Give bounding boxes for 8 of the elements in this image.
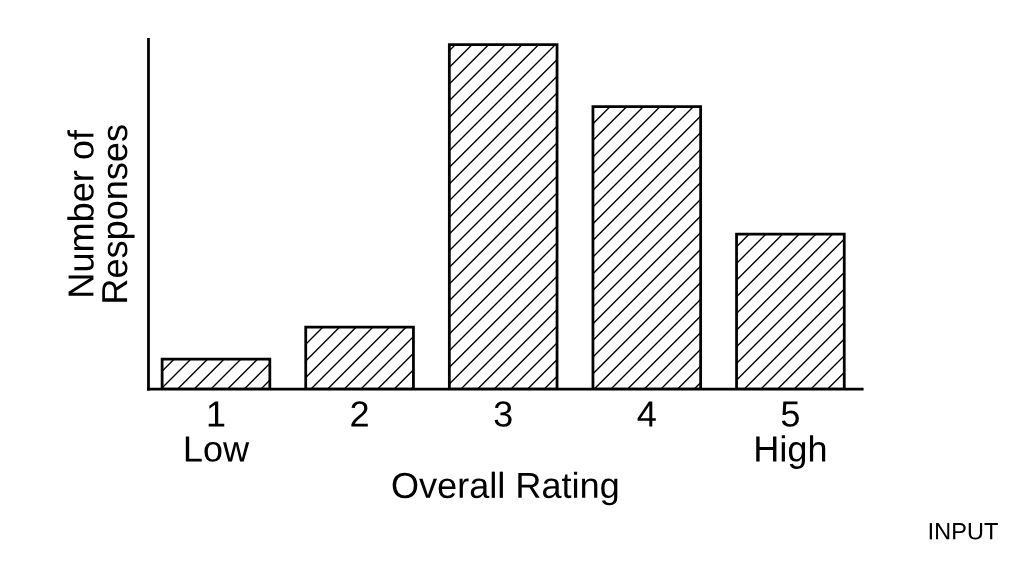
x-axis-title: Overall Rating xyxy=(392,471,618,506)
x-tick-label: 2 xyxy=(351,401,368,427)
x-tick-label: 3 xyxy=(494,401,512,427)
x-tick-label: 1 Low xyxy=(185,401,250,462)
x-tick-label: 5 High xyxy=(756,401,826,469)
y-axis-title: Number of Responses xyxy=(67,125,135,302)
x-tick-label: 4 xyxy=(637,401,656,427)
text: INPUT xyxy=(929,523,998,540)
